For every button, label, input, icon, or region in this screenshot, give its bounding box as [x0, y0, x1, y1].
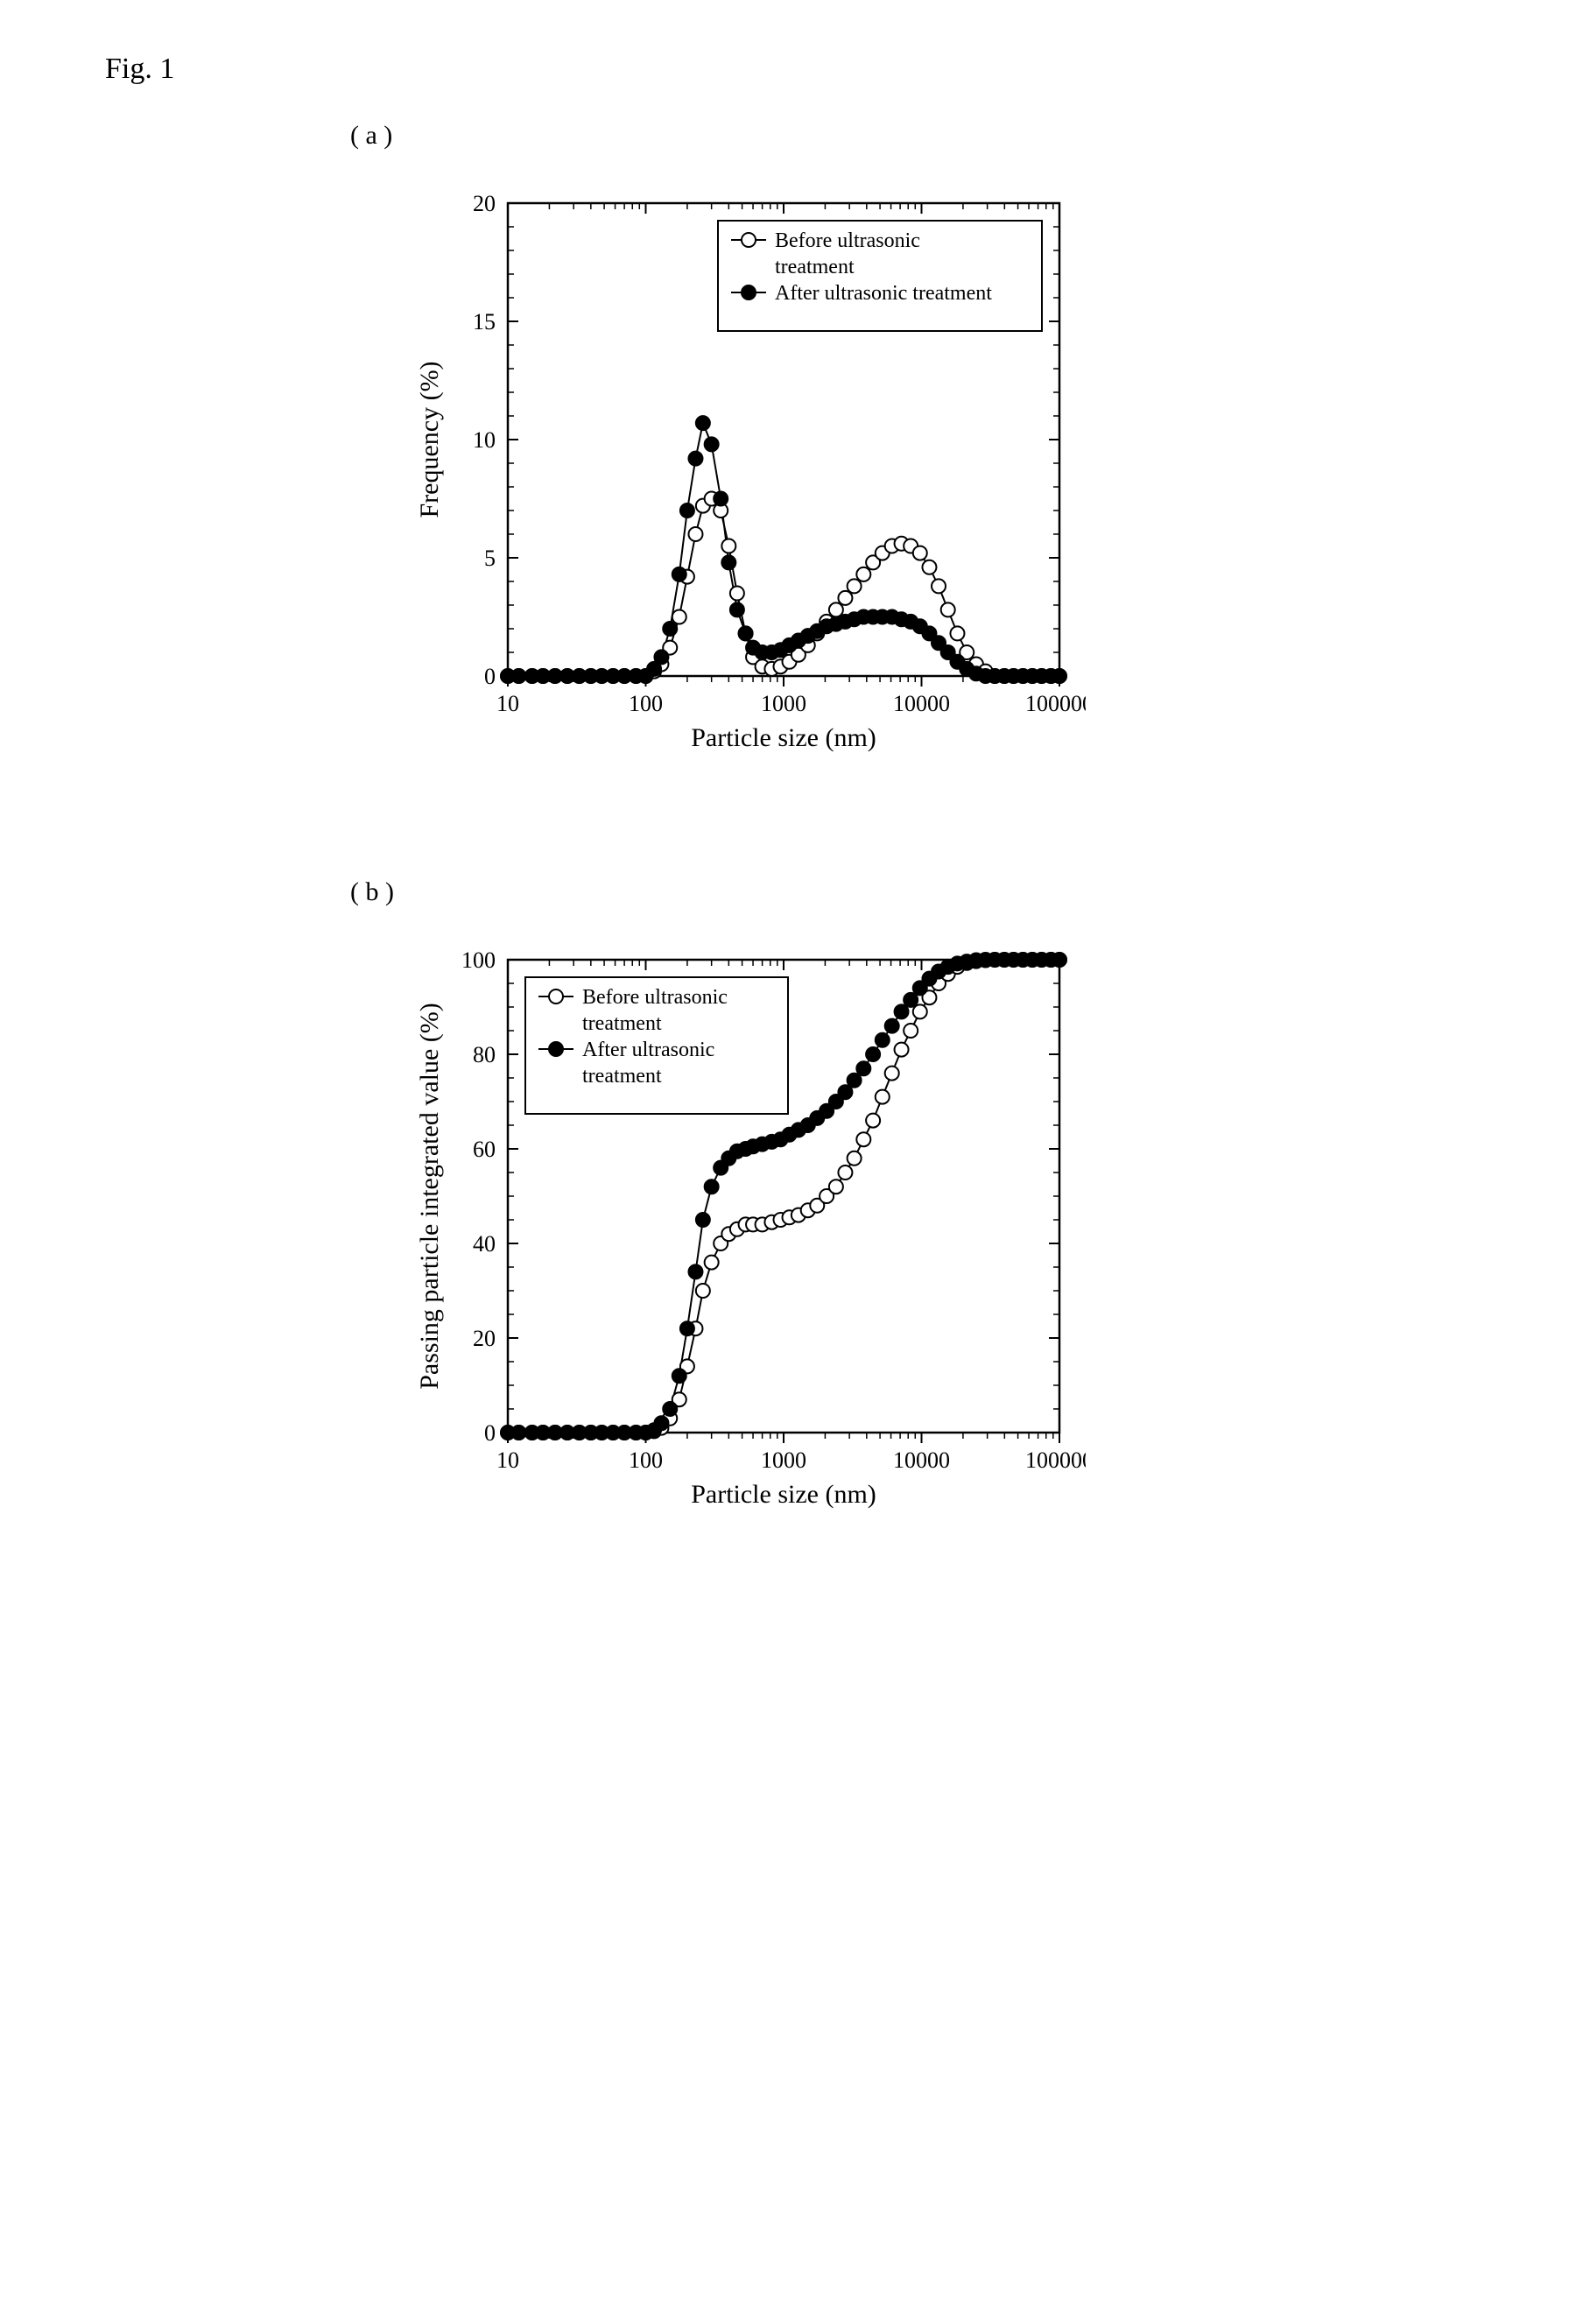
svg-text:1000: 1000 [761, 691, 806, 716]
svg-text:80: 80 [473, 1042, 496, 1067]
svg-text:10000: 10000 [893, 1447, 950, 1473]
svg-text:0: 0 [484, 664, 496, 689]
svg-text:40: 40 [473, 1231, 496, 1257]
svg-text:10: 10 [496, 1447, 519, 1473]
svg-text:15: 15 [473, 309, 496, 335]
svg-text:100: 100 [461, 947, 496, 973]
svg-text:Passing particle integrated va: Passing particle integrated value (%) [415, 1003, 444, 1390]
svg-text:After ultrasonic treatment: After ultrasonic treatment [775, 282, 992, 305]
svg-text:10000: 10000 [893, 691, 950, 716]
svg-text:Frequency (%): Frequency (%) [415, 361, 444, 518]
svg-text:treatment: treatment [775, 256, 855, 278]
svg-text:10: 10 [496, 691, 519, 716]
svg-text:After ultrasonic: After ultrasonic [582, 1039, 714, 1061]
svg-text:1000: 1000 [761, 1447, 806, 1473]
chart-a-svg: 10 100 1000 10000 100000 0 5 10 15 20 Particle siz… [403, 177, 1086, 772]
panel-a-label: ( a ) [350, 121, 1541, 151]
svg-text:treatment: treatment [582, 1012, 662, 1035]
svg-text:20: 20 [473, 1326, 496, 1351]
svg-text:100000: 100000 [1025, 691, 1086, 716]
svg-text:5: 5 [484, 546, 496, 571]
svg-text:Before ultrasonic: Before ultrasonic [582, 986, 728, 1009]
figure-label: Fig. 1 [105, 53, 1541, 86]
svg-text:100000: 100000 [1025, 1447, 1086, 1473]
svg-text:0: 0 [484, 1420, 496, 1446]
svg-text:60: 60 [473, 1137, 496, 1162]
svg-text:Particle size (nm): Particle size (nm) [691, 723, 876, 752]
svg-text:10: 10 [473, 427, 496, 453]
svg-text:100: 100 [629, 1447, 663, 1473]
chart-b-svg: 10 100 1000 10000 100000 0 20 40 60 80 100 Particle… [403, 933, 1086, 1529]
svg-text:Before ultrasonic: Before ultrasonic [775, 229, 920, 252]
svg-text:treatment: treatment [582, 1065, 662, 1088]
chart-a: 10 100 1000 10000 100000 0 5 10 15 20 Particle siz… [403, 177, 1541, 772]
svg-text:100: 100 [629, 691, 663, 716]
svg-text:20: 20 [473, 191, 496, 216]
svg-text:Particle size (nm): Particle size (nm) [691, 1480, 876, 1509]
chart-b: 10 100 1000 10000 100000 0 20 40 60 80 100 Particle… [403, 933, 1541, 1529]
panel-b-label: ( b ) [350, 877, 1541, 907]
